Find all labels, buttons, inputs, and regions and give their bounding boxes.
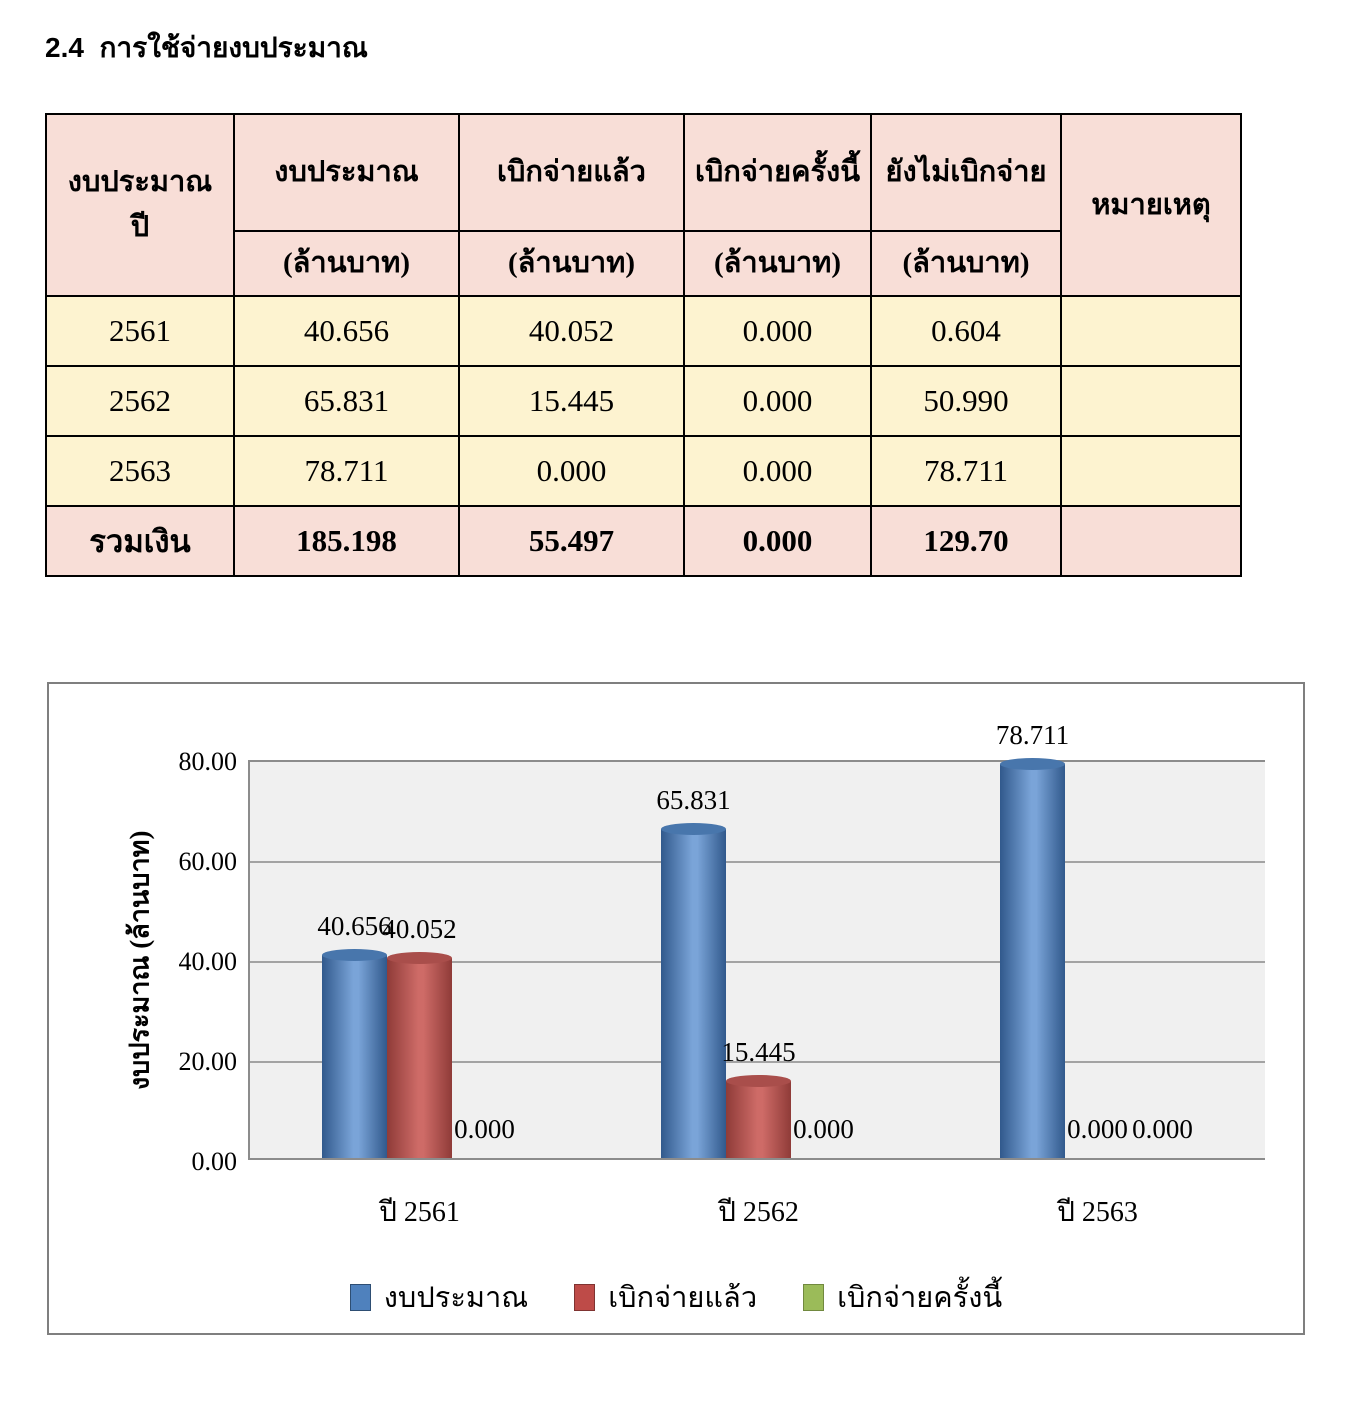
- cell-remaining: 0.604: [870, 295, 1062, 367]
- x-axis-category-label: ปี 2563: [1057, 1197, 1138, 1228]
- legend-label: เบิกจ่ายแล้ว: [608, 1282, 758, 1314]
- legend-swatch-icon: [349, 1283, 371, 1311]
- cell-budget: 65.831: [233, 365, 460, 437]
- x-axis-category-label: ปี 2562: [718, 1197, 799, 1228]
- table-unit-row: (ล้านบาท) (ล้านบาท) (ล้านบาท) (ล้านบาท): [46, 230, 1241, 297]
- cell-this-time: 0.000: [683, 295, 872, 367]
- y-axis-tick-label: 40.00: [178, 947, 238, 976]
- chart-plot-area: 80.00 60.00 40.00 20.00 0.00 40.656 40.052 0.00…: [179, 720, 1265, 1228]
- table-row: 2562 65.831 15.445 0.000 50.990: [45, 365, 1242, 437]
- cell-this-time: 0.000: [683, 435, 872, 507]
- bar-เบิกจ่ายแล้ว-ปี 2561: [387, 952, 452, 1158]
- budget-table: งบประมาณ ปี งบประมาณ เบิกจ่ายแล้ว เบิกจ่…: [45, 113, 1242, 577]
- bar-value-label: 40.656: [317, 911, 392, 941]
- bar-value-label: 65.831: [656, 785, 731, 815]
- legend-swatch-icon: [803, 1283, 825, 1311]
- cell-year: 2562: [45, 365, 235, 437]
- legend-swatch-icon: [574, 1283, 596, 1311]
- y-axis-tick-label: 80.00: [178, 747, 238, 776]
- page-title: 2.4 การใช้จ่ายงบประมาณ: [45, 32, 368, 63]
- gridline: [250, 961, 1265, 963]
- total-disbursed: 55.497: [458, 505, 685, 577]
- col-header-budget: งบประมาณ: [233, 113, 460, 232]
- bar-value-label: 40.052: [382, 914, 457, 944]
- gridline: [250, 1061, 1265, 1063]
- cell-note: [1060, 295, 1242, 367]
- cell-remaining: 78.711: [870, 435, 1062, 507]
- budget-bar-chart: งบประมาณ (ล้านบาท) 80.00 60.00 40.00 20.00 0…: [47, 682, 1305, 1335]
- x-axis-category-label: ปี 2561: [379, 1197, 460, 1228]
- cell-this-time: 0.000: [683, 365, 872, 437]
- cell-note: [1060, 365, 1242, 437]
- cell-year: 2563: [45, 435, 235, 507]
- bar-value-label: 0.000: [1132, 1114, 1193, 1144]
- bar-เบิกจ่ายแล้ว-ปี 2562: [726, 1075, 791, 1158]
- legend-label: งบประมาณ: [383, 1282, 529, 1314]
- legend-item: เบิกจ่ายครั้งนี้: [803, 1274, 1002, 1320]
- bar-value-label: 78.711: [995, 720, 1070, 750]
- total-remaining: 129.70: [870, 505, 1062, 577]
- bar-value-label: 0.000: [1067, 1114, 1128, 1144]
- cell-note: [1060, 435, 1242, 507]
- cell-disbursed: 0.000: [458, 435, 685, 507]
- bar-งบประมาณ-ปี 2561: [322, 949, 387, 1158]
- cell-budget: 40.656: [233, 295, 460, 367]
- total-budget: 185.198: [233, 505, 460, 577]
- gridline: [250, 861, 1265, 863]
- unit-disbursed: (ล้านบาท): [458, 230, 685, 297]
- bar-งบประมาณ-ปี 2562: [661, 823, 726, 1158]
- unit-remaining: (ล้านบาท): [870, 230, 1062, 297]
- table-row: 2561 40.656 40.052 0.000 0.604: [45, 295, 1242, 367]
- legend-item: เบิกจ่ายแล้ว: [574, 1274, 757, 1320]
- table-row: 2563 78.711 0.000 0.000 78.711: [45, 435, 1242, 507]
- legend-item: งบประมาณ: [349, 1274, 529, 1320]
- bar-งบประมาณ-ปี 2563: [1000, 758, 1065, 1158]
- cell-disbursed: 15.445: [458, 365, 685, 437]
- unit-budget: (ล้านบาท): [233, 230, 460, 297]
- bar-value-label: 0.000: [793, 1114, 854, 1144]
- col-header-disbursed: เบิกจ่ายแล้ว: [458, 113, 685, 232]
- cell-budget: 78.711: [233, 435, 460, 507]
- bar-value-label: 15.445: [721, 1037, 796, 1067]
- total-note: [1060, 505, 1242, 577]
- table-header-row: งบประมาณ ปี งบประมาณ เบิกจ่ายแล้ว เบิกจ่…: [45, 113, 1242, 297]
- col-header-year: งบประมาณ ปี: [45, 113, 235, 297]
- total-label: รวมเงิน: [45, 505, 235, 577]
- legend-label: เบิกจ่ายครั้งนี้: [837, 1282, 1003, 1314]
- total-this-time: 0.000: [683, 505, 872, 577]
- chart-legend: งบประมาณ เบิกจ่ายแล้ว เบิกจ่ายครั้งนี้: [49, 1274, 1303, 1320]
- unit-this-time: (ล้านบาท): [683, 230, 872, 297]
- col-header-this-time: เบิกจ่ายครั้งนี้: [683, 113, 872, 232]
- cell-disbursed: 40.052: [458, 295, 685, 367]
- col-header-notes: หมายเหตุ: [1060, 113, 1242, 297]
- bar-value-label: 0.000: [454, 1114, 515, 1144]
- table-total-row: รวมเงิน 185.198 55.497 0.000 129.70: [45, 505, 1242, 577]
- y-axis-tick-label: 0.00: [191, 1147, 238, 1176]
- col-header-remaining: ยังไม่เบิกจ่าย: [870, 113, 1062, 232]
- y-axis-tick-label: 60.00: [178, 847, 238, 876]
- y-axis-tick-label: 20.00: [178, 1047, 238, 1076]
- cell-year: 2561: [45, 295, 235, 367]
- cell-remaining: 50.990: [870, 365, 1062, 437]
